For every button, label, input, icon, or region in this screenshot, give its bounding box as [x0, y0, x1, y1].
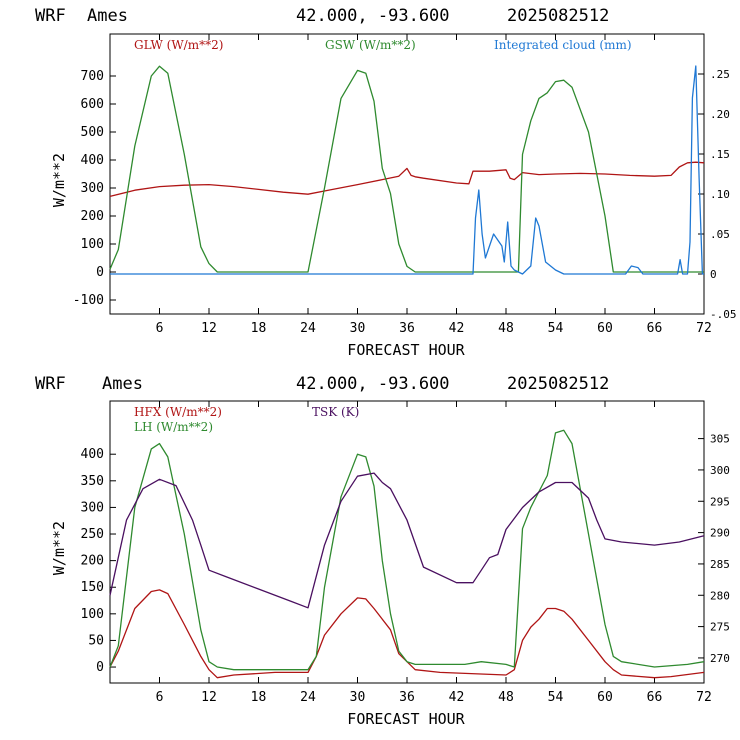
series-lines-bottom: [109, 429, 705, 679]
top-series-integrated: [110, 65, 704, 275]
bot-xtick-label: 30: [350, 690, 366, 705]
top-ytick-label: 100: [81, 237, 104, 252]
top-xtick-label: 24: [300, 321, 316, 336]
top-ytick-label: 200: [81, 209, 104, 224]
top-ytick-label: 600: [81, 97, 104, 112]
bot-xtick-label: 6: [156, 690, 164, 705]
top-ytick-label: 400: [81, 153, 104, 168]
bot-y2tick-label: 275: [710, 621, 730, 634]
top-ytick-label: 500: [81, 125, 104, 140]
top-xtick-label: 66: [647, 321, 663, 336]
bot-y2tick-label: 300: [710, 464, 730, 477]
bot-ytick-label: 300: [81, 500, 104, 515]
top-ytick-label: 0: [96, 265, 104, 280]
bot-y2tick-label: 285: [710, 558, 730, 571]
header-coords: 42.000, -93.600: [296, 6, 450, 26]
header-run: 2025082512: [507, 6, 609, 26]
header-coords-bottom: 42.000, -93.600: [296, 374, 450, 394]
tick-marks-top: 6 12 18 24 30 36 42 48 54 60 66 72 -100 0 100 200 300 400…: [73, 34, 737, 336]
bot-series-hfx: [109, 589, 705, 679]
top-xtick-label: 30: [350, 321, 366, 336]
bot-xtick-label: 36: [399, 690, 415, 705]
legend-gsw: GSW (W/m**2): [325, 38, 416, 52]
bot-xtick-label: 60: [597, 690, 613, 705]
bot-ytick-label: 400: [81, 447, 104, 462]
bot-series-lh: [109, 429, 705, 671]
top-xtick-label: 54: [548, 321, 564, 336]
header-run-bottom: 2025082512: [507, 374, 609, 394]
xlabel-top: FORECAST HOUR: [347, 341, 465, 359]
xlabel-bottom: FORECAST HOUR: [347, 710, 465, 728]
tick-marks-bottom: 6 12 18 24 30 36 42 48 54 60 66 72 0 50 100 150 200 250 30…: [81, 401, 730, 705]
top-xtick-label: 48: [498, 321, 514, 336]
top-y2tick-label: 0: [710, 268, 717, 281]
top-xtick-label: 36: [399, 321, 415, 336]
top-xtick-label: 42: [449, 321, 465, 336]
legend-glw: GLW (W/m**2): [134, 38, 223, 52]
bot-xtick-label: 66: [647, 690, 663, 705]
bot-xtick-label: 24: [300, 690, 316, 705]
bot-ytick-label: 100: [81, 607, 104, 622]
top-y2tick-label: .10: [710, 188, 730, 201]
top-y2tick-label: .15: [710, 148, 730, 161]
top-ytick-label: 700: [81, 69, 104, 84]
bot-ytick-label: 0: [96, 660, 104, 675]
bot-ytick-label: 350: [81, 474, 104, 489]
top-ytick-label: -100: [73, 293, 104, 308]
bot-ytick-label: 200: [81, 554, 104, 569]
bot-ytick-label: 250: [81, 527, 104, 542]
chart-top: WRF Ames 42.000, -93.600 2025082512 6 12 1…: [35, 6, 737, 359]
header-model-bottom: WRF: [35, 374, 66, 394]
top-ytick-label: 300: [81, 181, 104, 196]
bot-xtick-label: 72: [696, 690, 712, 705]
top-xtick-label: 6: [156, 321, 164, 336]
bot-y2tick-label: 305: [710, 433, 730, 446]
bot-xtick-label: 48: [498, 690, 514, 705]
legend-hfx: HFX (W/m**2): [134, 405, 222, 419]
legend-tsk: TSK (K): [312, 405, 359, 419]
header-location-bottom: Ames: [102, 374, 143, 394]
chart-bottom: WRF Ames 42.000, -93.600 2025082512 6 12 1…: [35, 374, 730, 728]
legend-cloud: Integrated cloud (mm): [494, 38, 632, 52]
ylabel-top: W/m**2: [50, 153, 68, 207]
top-series-glw: [109, 161, 705, 198]
header-model: WRF: [35, 6, 66, 26]
bot-y2tick-label: 270: [710, 652, 730, 665]
ylabel-bottom: W/m**2: [50, 521, 68, 575]
top-y2tick-label: .25: [710, 68, 730, 81]
top-xtick-label: 60: [597, 321, 613, 336]
bot-y2tick-label: 290: [710, 527, 730, 540]
series-lines-top: [109, 65, 705, 275]
bot-ytick-label: 50: [88, 633, 104, 648]
top-xtick-label: 18: [251, 321, 267, 336]
legend-lh: LH (W/m**2): [134, 420, 213, 434]
top-series-gsw: [109, 65, 704, 273]
bot-series-tsk: [109, 472, 705, 609]
bot-y2tick-label: 295: [710, 495, 730, 508]
top-y2tick-label: -.05: [710, 308, 737, 321]
bot-xtick-label: 18: [251, 690, 267, 705]
top-y2tick-label: .20: [710, 108, 730, 121]
bot-xtick-label: 12: [201, 690, 217, 705]
top-xtick-label: 72: [696, 321, 712, 336]
header-location: Ames: [87, 6, 128, 26]
bot-y2tick-label: 280: [710, 589, 730, 602]
bot-xtick-label: 42: [449, 690, 465, 705]
bot-ytick-label: 150: [81, 580, 104, 595]
top-xtick-label: 12: [201, 321, 217, 336]
bot-xtick-label: 54: [548, 690, 564, 705]
top-y2tick-label: .05: [710, 228, 730, 241]
